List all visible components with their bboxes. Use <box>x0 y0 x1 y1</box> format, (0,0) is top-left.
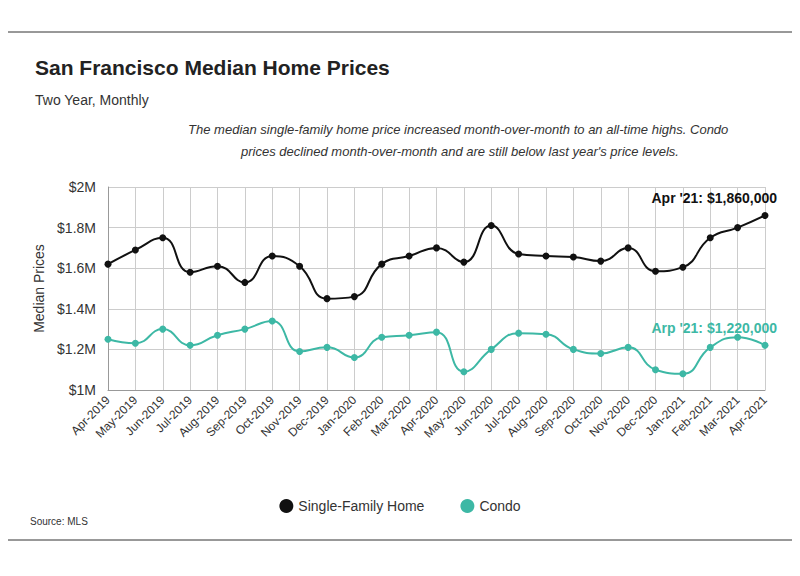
svg-text:Apr-2020: Apr-2020 <box>396 393 442 438</box>
svg-text:Nov-2020: Nov-2020 <box>586 393 634 440</box>
svg-text:Aug-2019: Aug-2019 <box>175 393 223 440</box>
svg-text:Jun-2020: Jun-2020 <box>451 393 497 439</box>
svg-text:Apr-2021: Apr-2021 <box>725 393 770 438</box>
svg-text:Source: MLS: Source: MLS <box>30 516 88 527</box>
svg-text:Feb-2020: Feb-2020 <box>340 393 387 440</box>
svg-text:Jan-2020: Jan-2020 <box>314 393 360 439</box>
svg-text:$1.4M: $1.4M <box>57 301 96 317</box>
svg-text:San Francisco Median Home Pric: San Francisco Median Home Prices <box>35 56 390 79</box>
svg-text:Median Prices: Median Prices <box>31 244 47 333</box>
svg-text:Oct-2020: Oct-2020 <box>560 393 606 438</box>
svg-text:$1.8M: $1.8M <box>57 220 96 236</box>
svg-text:Nov-2019: Nov-2019 <box>257 393 305 440</box>
svg-text:Aug-2020: Aug-2020 <box>504 393 551 440</box>
svg-text:Jan-2021: Jan-2021 <box>642 393 688 439</box>
svg-text:Apr '21: $1,860,000: Apr '21: $1,860,000 <box>651 190 777 206</box>
svg-text:Condo: Condo <box>479 498 520 514</box>
svg-text:Dec-2020: Dec-2020 <box>613 393 661 440</box>
svg-text:Oct-2019: Oct-2019 <box>232 393 278 438</box>
svg-text:$1.2M: $1.2M <box>57 341 96 357</box>
svg-text:Mar-2021: Mar-2021 <box>696 393 743 440</box>
svg-text:May-2019: May-2019 <box>92 393 141 441</box>
svg-text:Jul-2020: Jul-2020 <box>481 393 524 436</box>
svg-text:Feb-2021: Feb-2021 <box>669 393 716 440</box>
svg-text:The median single-family home: The median single-family home price incr… <box>188 122 732 137</box>
svg-text:Jul-2019: Jul-2019 <box>152 393 196 436</box>
svg-text:Two Year, Monthly: Two Year, Monthly <box>35 92 149 108</box>
svg-text:May-2020: May-2020 <box>421 393 469 441</box>
svg-text:$1M: $1M <box>69 382 96 398</box>
svg-text:Jun-2019: Jun-2019 <box>122 393 168 439</box>
svg-text:Apr-2019: Apr-2019 <box>68 393 113 438</box>
svg-text:$1.6M: $1.6M <box>57 260 96 276</box>
svg-text:Mar-2020: Mar-2020 <box>367 393 415 440</box>
svg-text:Single-Family Home: Single-Family Home <box>298 498 424 514</box>
svg-text:Arp '21: $1,220,000: Arp '21: $1,220,000 <box>651 320 777 336</box>
svg-text:$2M: $2M <box>69 179 96 195</box>
svg-text:prices declined month-over-mon: prices declined month-over-month and are… <box>240 144 679 159</box>
svg-text:Sep-2019: Sep-2019 <box>203 393 250 440</box>
svg-text:Sep-2020: Sep-2020 <box>531 393 579 440</box>
svg-text:Dec-2019: Dec-2019 <box>285 393 332 440</box>
